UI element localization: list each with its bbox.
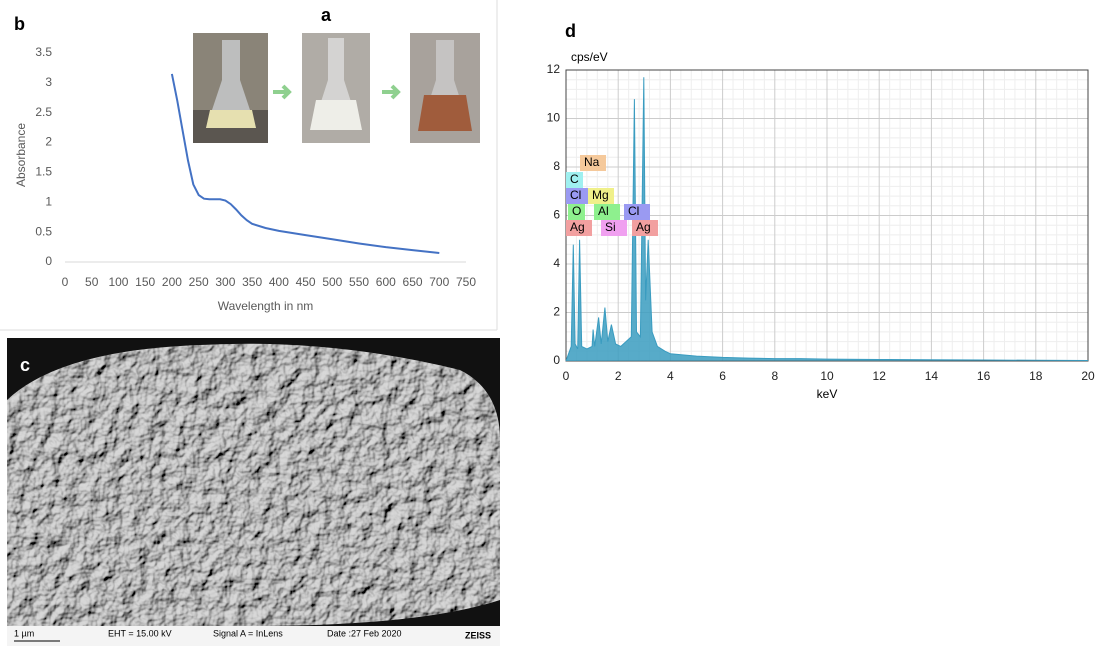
x-tick-label: 0 (563, 369, 570, 383)
y-tick-label: 1.5 (35, 165, 52, 179)
x-tick-label: 150 (135, 275, 155, 289)
y-tick-label: 10 (547, 111, 561, 125)
x-tick-label: 400 (269, 275, 289, 289)
panel-label: b (14, 14, 25, 34)
x-tick-label: 0 (62, 275, 69, 289)
element-label-box (566, 220, 592, 236)
x-tick-label: 550 (349, 275, 369, 289)
x-tick-label: 300 (215, 275, 235, 289)
panel-label: c (20, 355, 30, 375)
x-tick-label: 600 (376, 275, 396, 289)
element-label-box (601, 220, 627, 236)
y-tick-label: 8 (553, 159, 560, 173)
sem-signal: Signal A = InLens (213, 628, 283, 638)
x-tick-label: 250 (189, 275, 209, 289)
element-label: Si (601, 220, 627, 236)
element-label-text: O (572, 204, 581, 218)
x-axis-label: Wavelength in nm (218, 299, 314, 313)
x-tick-label: 6 (719, 369, 726, 383)
arrow (382, 84, 401, 100)
x-tick-label: 700 (429, 275, 449, 289)
element-label: Cl (566, 188, 592, 204)
y-tick-label: 0.5 (35, 224, 52, 238)
panel-label: a (321, 5, 332, 25)
photo (410, 33, 480, 143)
element-label: Mg (588, 188, 614, 204)
x-tick-label: 500 (322, 275, 342, 289)
x-tick-label: 16 (977, 369, 991, 383)
y-axis-label: cps/eV (571, 50, 608, 64)
plot-frame (565, 69, 1089, 362)
element-label: Ag (632, 220, 658, 236)
x-tick-label: 10 (820, 369, 834, 383)
element-label: Ag (566, 220, 592, 236)
element-label-box (624, 204, 650, 220)
x-tick-label: 450 (296, 275, 316, 289)
element-label-box (566, 188, 592, 204)
element-label-text: Na (584, 155, 600, 169)
y-tick-label: 0 (553, 353, 560, 367)
y-tick-label: 6 (553, 208, 560, 222)
element-label-text: Mg (592, 188, 609, 202)
arrow (273, 84, 292, 100)
y-tick-label: 1 (45, 194, 52, 208)
sem-date: Date :27 Feb 2020 (327, 628, 402, 638)
panel-label: d (565, 21, 576, 41)
x-tick-label: 100 (108, 275, 128, 289)
y-tick-label: 3.5 (35, 45, 52, 59)
sem-info-bar (7, 626, 500, 646)
y-tick-label: 2 (45, 135, 52, 149)
x-axis-label: keV (817, 387, 838, 401)
element-label: Cl (624, 204, 650, 220)
element-label-text: Ag (570, 220, 585, 234)
y-tick-label: 4 (553, 256, 560, 270)
sem-scale: 1 µm (14, 628, 34, 638)
sem-brand: ZEISS (465, 630, 491, 640)
x-tick-label: 20 (1081, 369, 1095, 383)
photo (302, 33, 370, 143)
sem-eht: EHT = 15.00 kV (108, 628, 172, 638)
photo (193, 33, 268, 143)
data-line (170, 73, 440, 254)
element-label-text: Si (605, 220, 616, 234)
y-tick-label: 3 (45, 75, 52, 89)
element-label-box (566, 172, 583, 188)
y-tick-label: 12 (547, 62, 561, 76)
element-label: C (566, 172, 583, 188)
element-label: O (568, 204, 585, 220)
x-tick-label: 350 (242, 275, 262, 289)
element-label: Na (580, 155, 606, 171)
x-tick-label: 12 (873, 369, 887, 383)
x-tick-label: 4 (667, 369, 674, 383)
element-label-text: Al (598, 204, 609, 218)
element-label-box (568, 204, 585, 220)
x-tick-label: 18 (1029, 369, 1043, 383)
sem-info: 1 µm EHT = 15.00 kV Signal A = InLens Da… (14, 628, 491, 642)
sem-particles (7, 343, 500, 626)
x-tick-label: 14 (925, 369, 939, 383)
element-label-text: C (570, 172, 579, 186)
element-label-text: Ag (636, 220, 651, 234)
element-label-text: Cl (628, 204, 639, 218)
x-tick-label: 200 (162, 275, 182, 289)
x-tick-label: 8 (771, 369, 778, 383)
x-tick-label: 650 (403, 275, 423, 289)
x-tick-label: 2 (615, 369, 622, 383)
element-label: Al (594, 204, 620, 220)
x-tick-label: 750 (456, 275, 476, 289)
y-axis-label: Absorbance (14, 123, 28, 187)
y-tick-label: 2 (553, 305, 560, 319)
element-label-box (594, 204, 620, 220)
x-tick-label: 50 (85, 275, 99, 289)
element-label-box (580, 155, 606, 171)
y-tick-label: 2.5 (35, 105, 52, 119)
element-label-box (632, 220, 658, 236)
element-label-box (588, 188, 614, 204)
y-tick-label: 0 (45, 254, 52, 268)
element-label-text: Cl (570, 188, 581, 202)
